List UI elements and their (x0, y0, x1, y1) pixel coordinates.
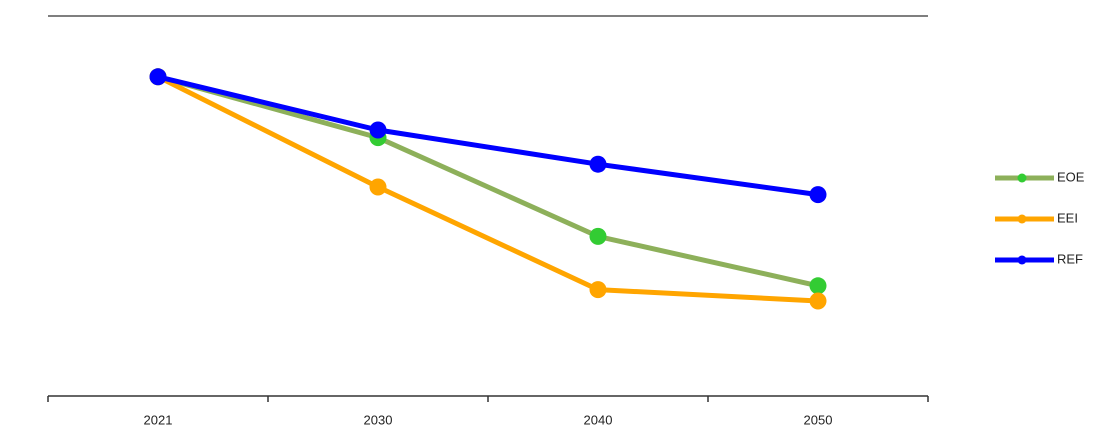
x-tick-label: 2030 (364, 412, 393, 427)
point (369, 121, 387, 139)
point (809, 292, 827, 310)
x-tick-label: 2040 (584, 412, 613, 427)
series-line (157, 74, 819, 289)
point (809, 186, 827, 204)
series-line (157, 74, 819, 198)
point (809, 277, 827, 295)
point (369, 178, 387, 196)
point (589, 155, 607, 173)
point (149, 68, 167, 86)
x-tick-label: 2050 (804, 412, 833, 427)
legend-label: EEI (1057, 210, 1078, 225)
series-line (156, 74, 819, 304)
legend-label: EOE (1057, 169, 1085, 184)
point (589, 281, 607, 299)
legend-label: REF (1057, 251, 1083, 266)
legend-marker (1017, 255, 1027, 265)
legend-marker (1017, 214, 1027, 224)
x-tick-label: 2021 (144, 412, 173, 427)
point (589, 227, 607, 245)
legend-marker (1017, 173, 1027, 183)
